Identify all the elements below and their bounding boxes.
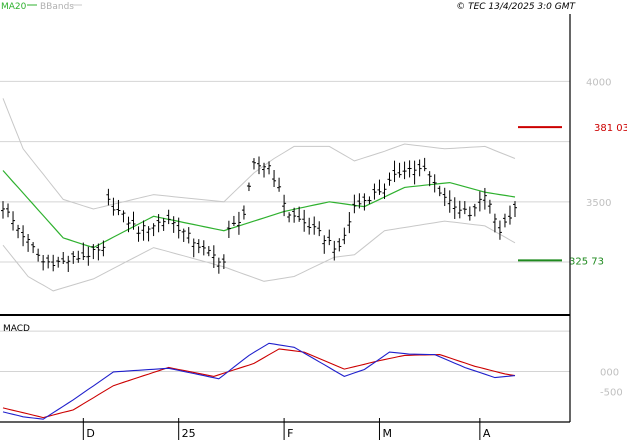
- x-tick-label: D: [86, 427, 94, 440]
- ma-legend-label: MA20: [1, 2, 27, 12]
- price-panel: 381 03 325 73 3500 4000: [0, 14, 627, 315]
- x-tick-label: 25: [182, 427, 196, 440]
- chart-header: MA20 BBands © TEC 13/4/2025 3:0 GMT: [1, 2, 577, 12]
- macd-grid: [0, 331, 570, 371]
- macd-tick-label: 000: [600, 368, 619, 379]
- macd-panel: 000 -500 MACD: [0, 324, 623, 419]
- support-label: 325 73: [569, 256, 604, 267]
- copyright-notice: © TEC 13/4/2025 3:0 GMT: [456, 2, 576, 12]
- macd-axis-labels: 000 -500: [600, 368, 623, 399]
- macd-tick-label: -500: [600, 388, 623, 399]
- x-tick-label: F: [287, 427, 293, 440]
- price-axis-labels: 3500 4000: [586, 77, 611, 208]
- x-axis: D 25 F M A: [83, 418, 491, 440]
- price-tick-label: 3500: [586, 198, 611, 209]
- price-tick-label: 4000: [586, 77, 611, 88]
- price-panel-bg: [0, 14, 570, 315]
- x-tick-label: A: [483, 427, 491, 440]
- macd-signal-line: [3, 349, 515, 418]
- macd-lines: [3, 343, 515, 419]
- bbands-legend-label: BBands: [40, 2, 74, 12]
- x-tick-label: M: [382, 427, 392, 440]
- macd-title: MACD: [3, 324, 30, 334]
- resistance-label: 381 03: [594, 123, 627, 134]
